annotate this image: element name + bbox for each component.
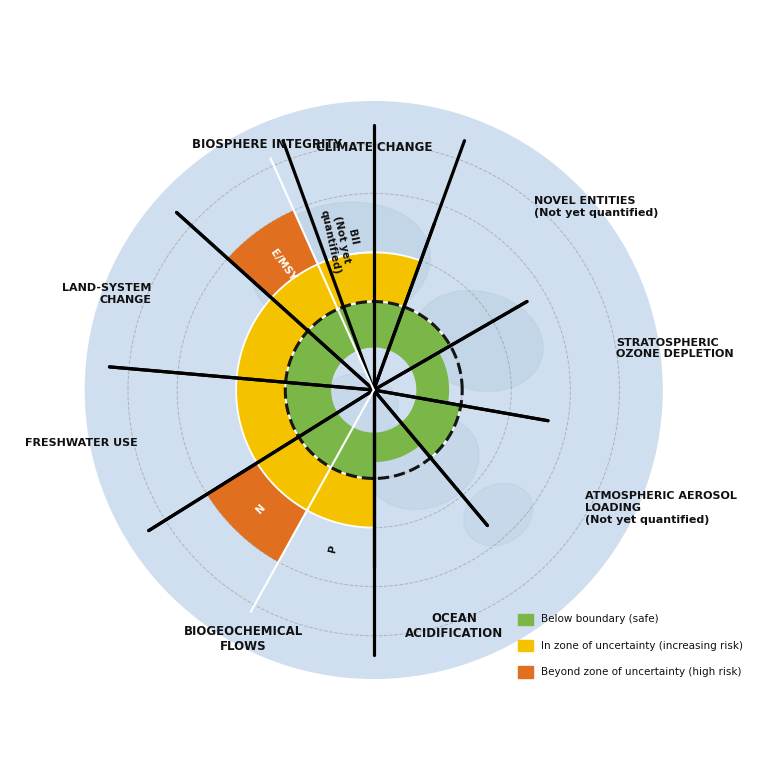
Polygon shape [338,302,374,351]
Text: E/MSY: E/MSY [268,248,298,283]
Polygon shape [410,353,449,403]
Text: NOVEL ENTITIES
(Not yet quantified): NOVEL ENTITIES (Not yet quantified) [534,196,658,218]
Polygon shape [331,427,374,478]
Polygon shape [299,413,353,467]
Polygon shape [285,331,342,386]
Ellipse shape [414,290,543,392]
Bar [518,640,533,651]
Text: N: N [254,502,268,516]
Polygon shape [271,264,338,331]
Text: Beyond zone of uncertainty (high risk): Beyond zone of uncertainty (high risk) [541,667,741,677]
Text: Below boundary (safe): Below boundary (safe) [541,615,658,624]
Polygon shape [236,298,308,382]
Text: BII
(Not yet
quantified): BII (Not yet quantified) [319,204,365,275]
Polygon shape [388,307,450,369]
Text: CLIMATE CHANGE: CLIMATE CHANGE [316,141,432,154]
Text: OCEAN
ACIDIFICATION: OCEAN ACIDIFICATION [406,612,504,640]
Ellipse shape [367,415,479,509]
Ellipse shape [252,202,431,328]
Text: ATMOSPHERIC AEROSOL
LOADING
(Not yet quantified): ATMOSPHERIC AEROSOL LOADING (Not yet qua… [584,491,736,525]
Text: BIOGEOCHEMICAL
FLOWS: BIOGEOCHEMICAL FLOWS [184,625,303,653]
Polygon shape [343,302,404,350]
Polygon shape [374,423,420,462]
Text: FRESHWATER USE: FRESHWATER USE [24,438,137,448]
Polygon shape [285,382,338,437]
Polygon shape [307,467,374,527]
Polygon shape [317,253,374,309]
Ellipse shape [464,484,533,546]
Bar [518,666,533,678]
Text: In zone of uncertainty (increasing risk): In zone of uncertainty (increasing risk) [541,640,743,651]
Polygon shape [327,253,420,307]
Bar [518,614,533,625]
Polygon shape [257,437,331,510]
Polygon shape [207,463,307,562]
Text: BIOSPHERE INTEGRITY: BIOSPHERE INTEGRITY [192,137,342,151]
Text: P: P [327,544,339,554]
Text: STRATOSPHERIC
OZONE DEPLETION: STRATOSPHERIC OZONE DEPLETION [616,338,733,360]
Circle shape [85,101,662,679]
Polygon shape [228,211,317,298]
Polygon shape [401,397,461,458]
Polygon shape [236,378,299,463]
Text: LAND-SYSTEM
CHANGE: LAND-SYSTEM CHANGE [62,283,151,305]
Ellipse shape [317,374,399,439]
Polygon shape [308,309,356,361]
